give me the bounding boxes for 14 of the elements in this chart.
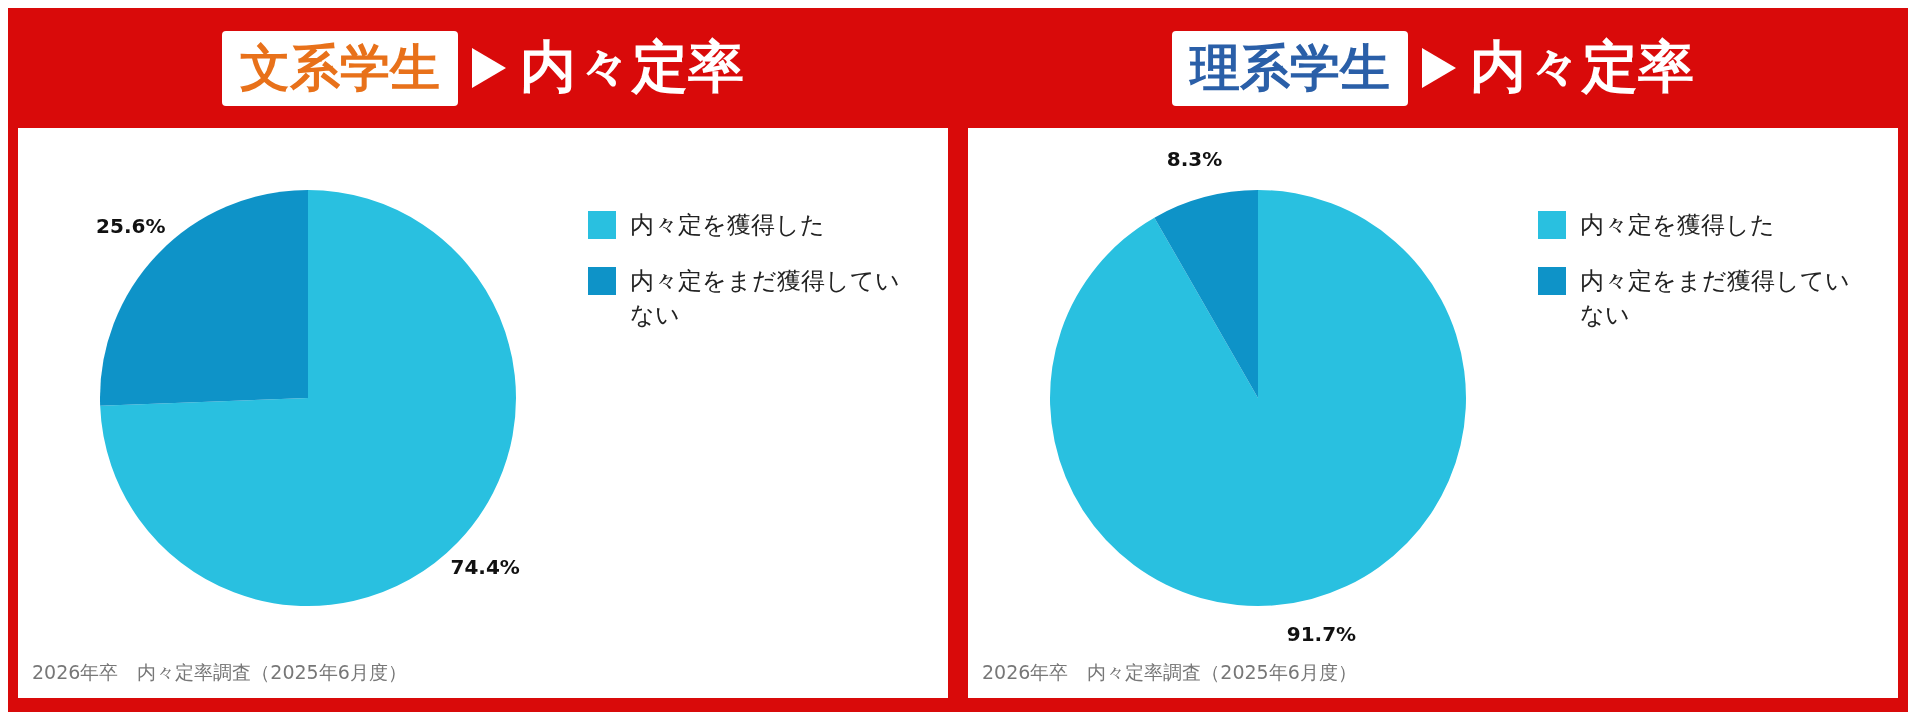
text: 2026年卒 内々定率調査（2025年6月度） (982, 660, 1357, 685)
chart-subtitle: 内々定率 (520, 33, 744, 101)
data-label: 8.3% (1166, 146, 1223, 171)
data-label: 91.7% (1286, 621, 1357, 646)
legend-label: 内々定をまだ獲得していない (630, 266, 901, 331)
legend-label: 内々定を獲得した (1580, 210, 1775, 241)
chart-subtitle: 内々定率 (1470, 33, 1694, 101)
legend-label: 内々定を獲得した (630, 210, 825, 241)
legend-label: 内々定をまだ獲得していない (1580, 266, 1851, 331)
data-label: 74.4% (450, 554, 520, 579)
data-label: 25.6% (96, 213, 166, 238)
text: 2026年卒 内々定率調査（2025年6月度） (32, 660, 407, 685)
chart-title: 理系学生 (1172, 30, 1408, 106)
chart-title: 文系学生 (222, 30, 458, 106)
